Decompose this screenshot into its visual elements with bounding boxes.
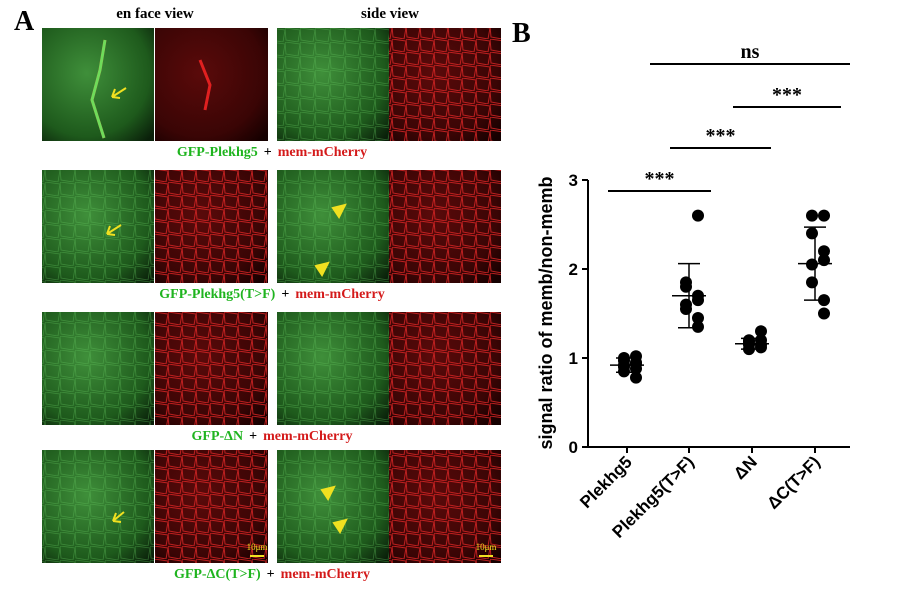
y-axis-label: signal ratio of memb/non-memb <box>536 176 556 449</box>
scale-bar-label: 10μm <box>247 542 268 552</box>
cell-outlines <box>277 450 389 563</box>
data-point <box>692 209 704 222</box>
x-tick-label: ΔC(T>F) <box>763 452 823 512</box>
caption-part: GFP-ΔC(T>F) <box>174 567 261 582</box>
cell-outlines <box>277 28 389 141</box>
y-tick-label: 3 <box>569 171 578 190</box>
cell-outlines <box>389 28 501 141</box>
caption-part: + <box>267 567 275 582</box>
caption-part: + <box>249 429 257 444</box>
cell-outlines <box>155 450 267 563</box>
panel-label: A <box>14 6 35 37</box>
image-grid <box>42 28 501 563</box>
data-point <box>630 358 642 371</box>
data-point <box>806 227 818 240</box>
cell-outlines <box>389 170 501 283</box>
caption-part: + <box>281 287 289 302</box>
significance-label: *** <box>772 84 802 106</box>
data-point <box>818 307 830 320</box>
data-point <box>692 311 704 324</box>
caption-part: mem-mCherry <box>281 567 370 582</box>
caption-part: mem-mCherry <box>278 145 367 160</box>
panel-label: B <box>512 18 531 49</box>
cell-outlines <box>277 312 389 425</box>
micrograph <box>155 28 268 141</box>
cell-outlines <box>389 450 501 563</box>
significance-label: ns <box>741 41 760 63</box>
y-tick-label: 0 <box>569 438 578 457</box>
data-point <box>755 325 767 338</box>
data-point <box>630 371 642 384</box>
cell-outlines <box>42 170 154 283</box>
data-point <box>806 209 818 222</box>
green-membrane <box>90 39 107 139</box>
cell-outlines <box>389 312 501 425</box>
cell-outlines <box>42 312 154 425</box>
scale-bar-label: 10μm <box>476 542 497 552</box>
caption: GFP-ΔN + mem-mCherry <box>192 429 353 444</box>
column-header: en face view <box>116 6 194 22</box>
cell-outlines <box>155 170 267 283</box>
caption-part: GFP-Plekhg5 <box>177 145 258 160</box>
micrograph <box>42 28 154 141</box>
cell-outlines <box>277 170 389 283</box>
caption: GFP-Plekhg5 + mem-mCherry <box>177 145 367 160</box>
data-point <box>692 294 704 307</box>
caption: GFP-Plekhg5(T>F) + mem-mCherry <box>159 287 384 302</box>
caption-part: GFP-ΔN <box>192 429 244 444</box>
data-point <box>806 258 818 271</box>
caption-part: + <box>264 145 272 160</box>
significance-label: *** <box>645 168 675 190</box>
significance-label: *** <box>706 125 736 147</box>
captions: GFP-Plekhg5 + mem-mCherry GFP-Plekhg5(T>F) +… <box>159 145 384 582</box>
y-tick-label: 1 <box>569 349 578 368</box>
x-tick-label: Plekhg5 <box>576 452 636 512</box>
caption-part: mem-mCherry <box>295 287 384 302</box>
data-point <box>818 245 830 258</box>
cell-outlines <box>42 450 154 563</box>
y-tick-label: 2 <box>569 260 578 279</box>
data-point <box>680 303 692 316</box>
data-point <box>692 320 704 333</box>
arrows <box>106 87 348 534</box>
cell-outlines <box>155 312 267 425</box>
data-point <box>618 360 630 373</box>
caption: GFP-ΔC(T>F) + mem-mCherry <box>174 567 370 582</box>
data-point <box>680 280 692 293</box>
column-header: side view <box>361 6 419 22</box>
data-point <box>818 209 830 222</box>
data-point <box>806 276 818 289</box>
caption-part: GFP-Plekhg5(T>F) <box>159 287 275 302</box>
x-tick-label: ΔN <box>730 452 761 483</box>
caption-part: mem-mCherry <box>263 429 352 444</box>
